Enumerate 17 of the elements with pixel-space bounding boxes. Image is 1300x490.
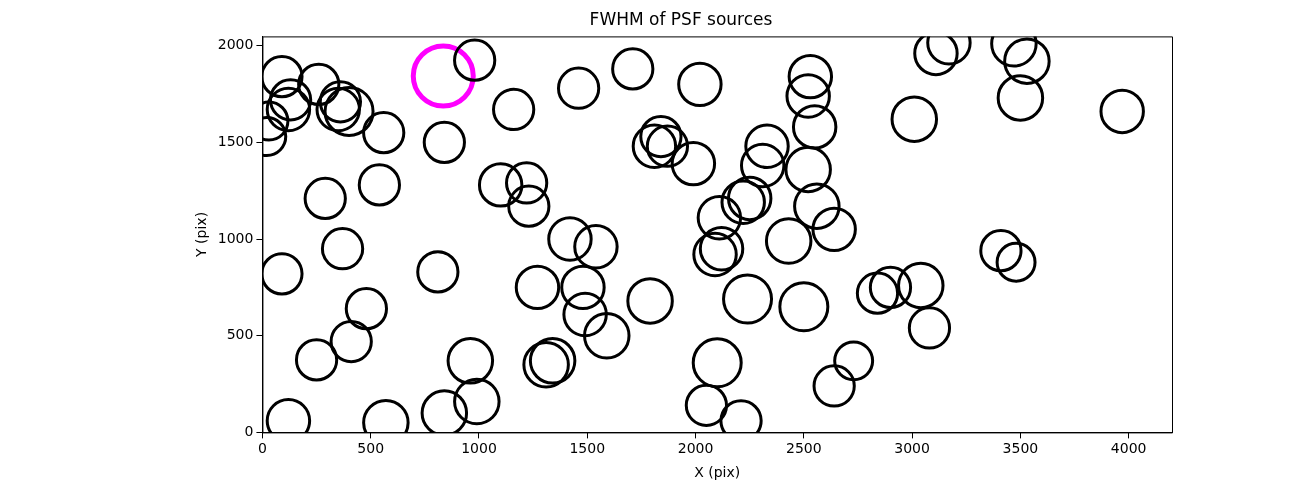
x-tick-label: 0 [257, 440, 267, 457]
y-tick-label: 2000 [217, 36, 254, 53]
x-axis-title: X (pix) [694, 464, 741, 481]
x-tick-label: 3500 [1002, 440, 1039, 457]
chart-title: FWHM of PSF sources [589, 8, 773, 29]
x-tick-label: 2500 [786, 440, 822, 457]
x-tick-label: 1500 [569, 440, 606, 457]
y-tick-label: 0 [244, 423, 254, 440]
x-tick-label: 3000 [894, 440, 930, 457]
y-axis-title: Y (pix) [193, 211, 210, 258]
x-tick-label: 4000 [1110, 440, 1147, 457]
y-tick-label: 1000 [217, 229, 254, 246]
y-tick-label: 1500 [217, 133, 254, 149]
x-tick-label: 2000 [677, 440, 714, 457]
x-tick-label: 1000 [461, 440, 497, 457]
y-tick-label: 500 [226, 326, 254, 343]
x-tick-label: 500 [357, 440, 385, 457]
